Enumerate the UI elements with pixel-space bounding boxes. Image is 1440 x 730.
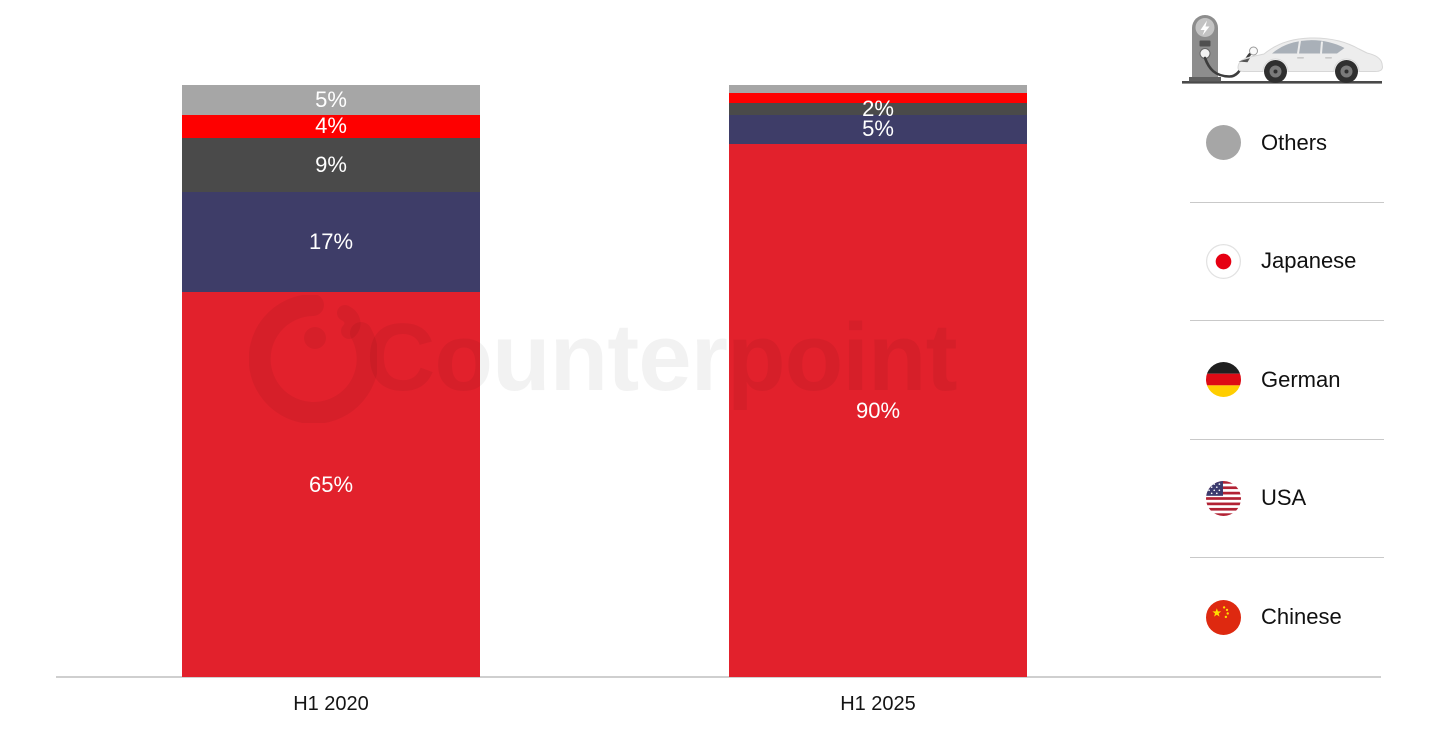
segment-others-h1-2025: [729, 85, 1027, 93]
legend-label: Japanese: [1261, 248, 1357, 274]
x-axis-label-h1-2025: H1 2025: [840, 693, 916, 715]
legend-item-others: Others: [1190, 84, 1384, 203]
segment-german-h1-2025: 2%: [729, 97, 1027, 119]
legend-item-japanese: Japanese: [1190, 203, 1384, 321]
charging-station-icon: [1189, 15, 1221, 82]
stacked-bar-h1-2025: 2% 5% 90%: [729, 85, 1027, 677]
germany-flag-icon: [1206, 362, 1241, 398]
legend-item-usa: USA: [1190, 440, 1384, 558]
segment-value-label: 5%: [315, 86, 347, 112]
segment-chinese-h1-2025: 90%: [729, 144, 1027, 677]
segment-value-label: 90%: [855, 397, 901, 423]
legend: Others Japanese German: [1190, 84, 1384, 677]
ev-charging-illustration: [1182, 15, 1384, 84]
segment-chinese-h1-2020: 65%: [182, 292, 480, 677]
segment-value-label: 9%: [315, 151, 347, 177]
segment-others-h1-2020: 5%: [182, 85, 480, 115]
segment-usa-h1-2025: 5%: [729, 114, 1027, 145]
x-axis-line: [56, 676, 1381, 678]
lightning-bolt-icon: [1200, 20, 1210, 36]
x-axis-label-h1-2020: H1 2020: [293, 693, 369, 715]
legend-item-german: German: [1190, 321, 1384, 440]
segment-japanese-h1-2020: 4%: [182, 113, 480, 139]
legend-item-chinese: Chinese: [1190, 558, 1384, 677]
front-wheel: [1264, 60, 1287, 83]
segment-value-label: 2%: [862, 95, 894, 121]
segment-value-label: 17%: [308, 228, 354, 254]
legend-label: Others: [1261, 129, 1328, 155]
others-swatch-icon: [1206, 125, 1241, 161]
segment-value-label: 5%: [862, 116, 894, 142]
legend-label: USA: [1261, 485, 1307, 511]
legend-label: German: [1261, 366, 1341, 392]
ground-line: [1182, 81, 1382, 84]
legend-label: Chinese: [1261, 604, 1342, 630]
ev-car-icon: [1237, 37, 1384, 83]
stacked-bar-h1-2020: 5% 4% 9% 17% 65%: [182, 85, 480, 677]
segment-german-h1-2020: 9%: [182, 138, 480, 192]
headlight: [1238, 58, 1250, 63]
usa-flag-icon: [1206, 480, 1241, 516]
segment-usa-h1-2020: 17%: [182, 191, 480, 293]
segment-value-label: 65%: [308, 471, 354, 497]
japan-flag-icon: [1206, 243, 1241, 279]
charge-port: [1249, 46, 1258, 56]
car-windows: [1272, 40, 1345, 54]
segment-japanese-h1-2025: [729, 92, 1027, 103]
china-flag-icon: [1206, 599, 1241, 635]
rear-wheel: [1335, 60, 1358, 83]
segment-value-label: 4%: [315, 113, 347, 139]
